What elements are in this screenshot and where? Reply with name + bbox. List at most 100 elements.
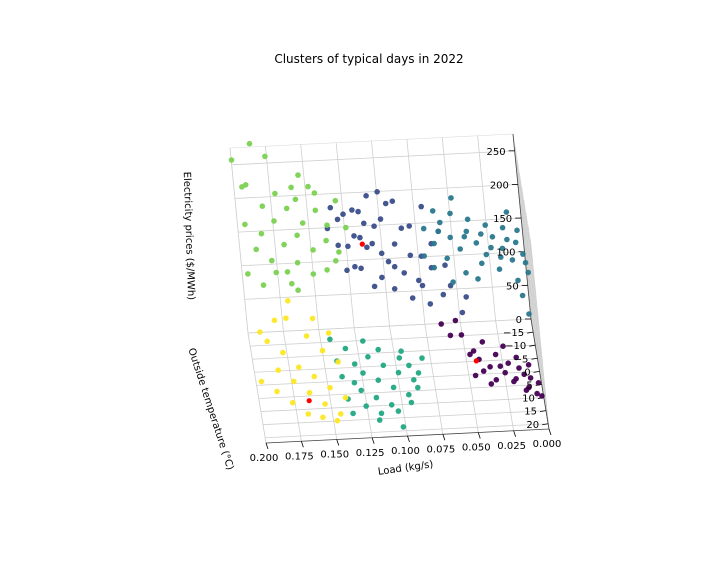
data-point	[521, 371, 527, 378]
data-point	[358, 387, 365, 394]
data-point	[334, 417, 341, 424]
data-point	[260, 282, 267, 288]
data-point	[375, 346, 382, 353]
data-point	[488, 244, 494, 251]
grid-line-x-back	[264, 146, 284, 332]
grid-line-x-back	[229, 147, 249, 334]
data-point	[305, 183, 311, 190]
data-point	[320, 414, 326, 421]
data-point	[379, 274, 385, 281]
data-point	[416, 277, 422, 284]
grid-line-y-floor	[250, 331, 534, 347]
y-tick-label: 5	[526, 380, 532, 391]
data-point	[493, 377, 500, 383]
data-point	[479, 260, 485, 267]
data-point	[283, 315, 289, 322]
data-point	[499, 224, 506, 231]
data-point	[406, 391, 412, 398]
z-axis-title: Electricity prices ($/MWh)	[181, 172, 196, 301]
grid-line-y-floor	[254, 357, 538, 373]
data-point	[274, 388, 280, 395]
data-point	[427, 301, 434, 307]
data-point	[311, 373, 318, 380]
x-tick-label: 0.150	[320, 450, 349, 461]
data-point	[523, 387, 530, 394]
data-point	[343, 224, 349, 231]
data-point	[262, 153, 268, 160]
data-point	[357, 234, 363, 241]
y-tick-label: 15	[524, 407, 537, 418]
data-point	[519, 292, 526, 299]
data-point	[500, 343, 506, 350]
grid-line-y-floor	[265, 423, 549, 439]
grid-line-y-floor	[252, 344, 536, 360]
data-point	[285, 298, 291, 304]
data-point	[437, 219, 443, 226]
data-point	[289, 280, 295, 287]
y-tick	[542, 423, 549, 426]
data-point	[242, 221, 248, 228]
data-point	[361, 220, 367, 227]
data-point	[463, 294, 470, 300]
grid-line-x-back	[300, 144, 320, 330]
data-point	[327, 204, 334, 211]
data-point	[363, 193, 369, 199]
data-point	[365, 354, 371, 360]
data-point	[246, 140, 253, 147]
data-point	[257, 329, 263, 335]
data-point	[245, 271, 251, 277]
data-point	[349, 207, 355, 213]
data-point	[389, 198, 396, 204]
data-point	[505, 360, 512, 367]
data-point	[335, 242, 342, 249]
data-point	[345, 243, 351, 250]
data-point	[271, 218, 277, 224]
data-point	[299, 220, 306, 226]
data-point	[467, 351, 473, 358]
grid-line-z-back	[244, 284, 528, 300]
data-point	[269, 257, 275, 264]
grid-line-z-side	[517, 184, 537, 295]
data-point	[429, 208, 436, 214]
data-point	[459, 309, 466, 316]
data-point	[323, 237, 329, 244]
y-tick	[527, 331, 534, 334]
data-point	[391, 286, 398, 292]
data-point	[452, 317, 459, 324]
data-point	[388, 402, 395, 408]
data-point	[442, 262, 448, 269]
data-point	[375, 377, 382, 384]
x-tick-label: 0.075	[427, 444, 456, 455]
data-point	[396, 355, 403, 361]
data-point	[487, 364, 493, 370]
y-tick-label: −15	[503, 328, 524, 339]
data-point	[309, 315, 316, 322]
data-point	[294, 232, 300, 239]
x-tick	[548, 428, 552, 436]
data-point	[488, 381, 495, 387]
data-point	[421, 253, 428, 259]
x-tick-label: 0.100	[391, 446, 420, 457]
data-point	[327, 384, 333, 391]
grid-line-x-back	[406, 139, 426, 325]
data-point	[431, 264, 438, 271]
data-point	[264, 338, 271, 345]
data-point	[419, 282, 426, 289]
data-point	[336, 249, 342, 255]
grid-line-x-back	[371, 140, 390, 327]
data-point	[497, 363, 504, 370]
data-point	[447, 234, 454, 241]
grid-line-z-side	[527, 285, 547, 396]
data-point	[515, 277, 521, 284]
data-point	[380, 362, 387, 369]
data-point	[509, 257, 516, 263]
y-axis-title: Outside temperature (°C)	[185, 347, 235, 472]
data-point	[280, 349, 286, 356]
data-point	[310, 271, 317, 277]
data-point	[502, 369, 509, 376]
data-point	[401, 270, 408, 276]
data-point	[335, 359, 341, 365]
data-point	[342, 345, 349, 352]
grid-line-x-back	[335, 142, 355, 328]
